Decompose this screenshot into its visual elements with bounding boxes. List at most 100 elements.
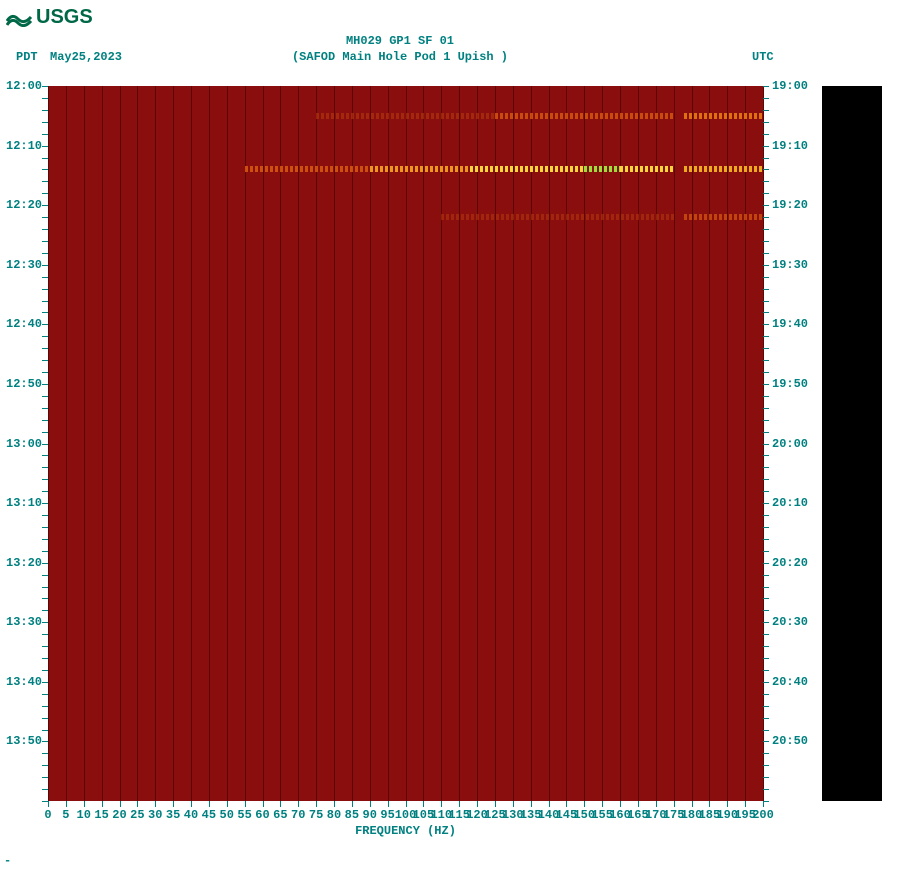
x-tick (173, 801, 174, 807)
right-tick (763, 539, 769, 540)
vgrid-line (334, 86, 335, 801)
signal-segment (620, 166, 674, 172)
left-tick (42, 563, 48, 564)
right-tick (763, 253, 769, 254)
footer-mark: - (4, 854, 11, 868)
vgrid-line (388, 86, 389, 801)
signal-segment (370, 166, 470, 172)
x-tick-label: 50 (220, 808, 234, 822)
x-tick (316, 801, 317, 807)
left-tick (42, 527, 48, 528)
vgrid-line (298, 86, 299, 801)
vgrid-line (513, 86, 514, 801)
right-time-label: 19:50 (772, 377, 808, 391)
x-tick (298, 801, 299, 807)
x-tick (334, 801, 335, 807)
left-time-label: 13:30 (6, 615, 42, 629)
right-tick (763, 372, 769, 373)
vgrid-line (102, 86, 103, 801)
right-tick (763, 563, 769, 564)
left-tick (42, 205, 48, 206)
left-tick (42, 360, 48, 361)
vgrid-line (191, 86, 192, 801)
left-timezone-label: PDT (16, 50, 38, 64)
right-tick (763, 491, 769, 492)
left-tick (42, 789, 48, 790)
x-tick (709, 801, 710, 807)
x-tick (692, 801, 693, 807)
left-time-label: 12:40 (6, 317, 42, 331)
right-tick (763, 396, 769, 397)
left-tick (42, 491, 48, 492)
left-tick (42, 348, 48, 349)
right-time-label: 19:30 (772, 258, 808, 272)
signal-segment (684, 166, 763, 172)
left-tick (42, 694, 48, 695)
signal-segment (495, 113, 674, 119)
right-time-label: 20:10 (772, 496, 808, 510)
left-tick (42, 551, 48, 552)
x-tick (727, 801, 728, 807)
vgrid-line (120, 86, 121, 801)
x-tick-label: 40 (184, 808, 198, 822)
vgrid-line (477, 86, 478, 801)
left-tick (42, 634, 48, 635)
right-tick (763, 432, 769, 433)
signal-segment (684, 113, 763, 119)
left-time-label: 12:20 (6, 198, 42, 212)
x-tick-label: 15 (94, 808, 108, 822)
right-time-label: 20:40 (772, 675, 808, 689)
x-tick-label: 95 (380, 808, 394, 822)
signal-segment (584, 166, 620, 172)
vgrid-line (459, 86, 460, 801)
right-tick (763, 348, 769, 349)
vgrid-line (638, 86, 639, 801)
left-tick (42, 110, 48, 111)
left-tick (42, 408, 48, 409)
right-time-label: 20:20 (772, 556, 808, 570)
x-tick (549, 801, 550, 807)
x-tick (620, 801, 621, 807)
x-tick-label: 90 (363, 808, 377, 822)
left-tick (42, 98, 48, 99)
vgrid-line (48, 86, 49, 801)
left-tick (42, 432, 48, 433)
left-tick (42, 301, 48, 302)
vgrid-line (441, 86, 442, 801)
date-label: May25,2023 (50, 50, 122, 64)
right-tick (763, 229, 769, 230)
left-tick (42, 765, 48, 766)
right-tick (763, 181, 769, 182)
vgrid-line (155, 86, 156, 801)
left-tick (42, 253, 48, 254)
left-tick (42, 193, 48, 194)
right-tick (763, 122, 769, 123)
left-tick (42, 444, 48, 445)
right-tick (763, 587, 769, 588)
left-tick (42, 158, 48, 159)
right-tick (763, 277, 769, 278)
right-tick (763, 265, 769, 266)
x-tick-label: 0 (44, 808, 51, 822)
x-tick (245, 801, 246, 807)
x-tick (84, 801, 85, 807)
right-time-label: 19:20 (772, 198, 808, 212)
left-tick (42, 372, 48, 373)
right-time-label: 20:00 (772, 437, 808, 451)
right-tick (763, 610, 769, 611)
left-tick (42, 241, 48, 242)
left-tick (42, 336, 48, 337)
x-tick (423, 801, 424, 807)
x-tick (638, 801, 639, 807)
left-tick (42, 515, 48, 516)
left-tick (42, 396, 48, 397)
right-tick (763, 146, 769, 147)
x-tick (602, 801, 603, 807)
right-time-label: 19:10 (772, 139, 808, 153)
signal-segment (470, 166, 584, 172)
left-tick (42, 277, 48, 278)
right-tick (763, 360, 769, 361)
right-tick (763, 765, 769, 766)
right-tick (763, 777, 769, 778)
signal-band (48, 113, 763, 119)
